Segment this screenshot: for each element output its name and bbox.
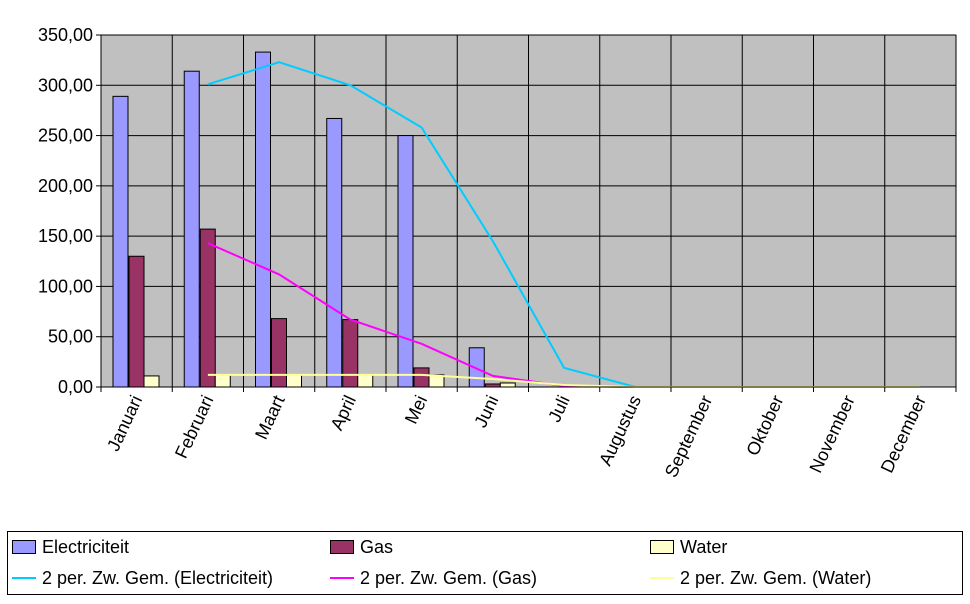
x-tick-labels: Januari Februari Maart April Mei Juni Juli Augu… (103, 392, 930, 480)
bar-electriciteit (183, 70, 200, 388)
x-tick-label: Februari (171, 392, 217, 461)
legend-item: 2 per. Zw. Gem. (Electriciteit) (12, 567, 273, 589)
x-tick-label: Oktober (742, 392, 787, 458)
bar-gas (342, 319, 359, 388)
legend-line (330, 577, 354, 579)
legend-line (650, 577, 674, 579)
bar-electriciteit (255, 51, 271, 388)
legend-item: Water (650, 536, 727, 558)
y-tick-label: 250,00 (38, 126, 93, 146)
x-tick-label: Maart (251, 392, 289, 442)
chart: 0,00 50,00 100,00 150,00 200,00 250,00 300,00 3… (38, 25, 957, 481)
y-tick-label: 200,00 (38, 176, 93, 196)
bar-electriciteit (326, 117, 343, 388)
x-tick-label: September (661, 392, 716, 480)
x-tick-label: April (327, 392, 360, 433)
axes (96, 34, 957, 392)
legend-swatch (330, 540, 354, 554)
legend-label: Electriciteit (42, 536, 130, 557)
bar-water (286, 374, 302, 388)
legend-label: Gas (360, 536, 394, 557)
x-tick-label: Juni (470, 392, 502, 430)
legend-label: 2 per. Zw. Gem. (Electriciteit) (42, 567, 274, 588)
bar-electriciteit (112, 95, 129, 388)
bar-water (357, 374, 374, 388)
y-tick-label: 50,00 (48, 327, 93, 347)
bar-gas (271, 318, 287, 388)
y-tick-label: 0,00 (58, 377, 93, 397)
bar-water (143, 375, 160, 388)
legend-item: Gas (330, 536, 393, 558)
y-tick-labels: 0,00 50,00 100,00 150,00 200,00 250,00 300,00 3… (38, 25, 93, 397)
x-tick-label: November (806, 392, 859, 476)
y-tick-label: 300,00 (38, 75, 93, 95)
y-tick-label: 150,00 (38, 226, 93, 246)
legend-line (12, 577, 36, 579)
x-tick-label: Augustus (595, 392, 645, 468)
y-tick-label: 100,00 (38, 276, 93, 296)
bar-water (214, 374, 231, 388)
legend: Electriciteit Gas Water 2 per. Zw. Gem. (El… (7, 531, 963, 595)
legend-item: Electriciteit (12, 536, 129, 558)
legend-item: 2 per. Zw. Gem. (Gas) (330, 567, 537, 589)
bar-gas (199, 228, 216, 388)
y-tick-label: 350,00 (38, 25, 93, 45)
x-tick-label: December (877, 392, 930, 476)
bar-electriciteit (397, 135, 414, 388)
legend-swatch (12, 540, 36, 554)
legend-swatch (650, 540, 674, 554)
bar-electriciteit (468, 347, 485, 388)
legend-label: 2 per. Zw. Gem. (Water) (680, 567, 872, 588)
legend-label: 2 per. Zw. Gem. (Gas) (360, 567, 538, 588)
bar-gas (413, 367, 430, 388)
x-tick-label: Mei (401, 392, 431, 427)
legend-item: 2 per. Zw. Gem. (Water) (650, 567, 871, 589)
x-tick-label: Januari (103, 392, 146, 454)
legend-label: Water (680, 536, 728, 557)
x-tick-label: Juli (544, 392, 574, 425)
bar-water (499, 382, 516, 388)
bar-gas (128, 255, 145, 388)
